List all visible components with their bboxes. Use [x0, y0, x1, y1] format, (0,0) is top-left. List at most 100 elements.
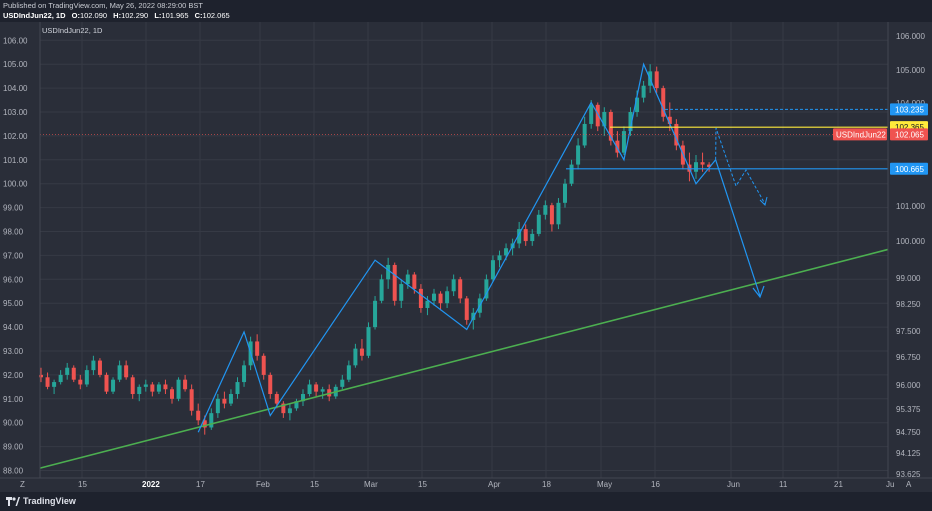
candle-body	[661, 88, 666, 117]
y-left-tick-label: 95.00	[3, 299, 24, 308]
candle-body	[130, 377, 135, 395]
candle-body	[425, 300, 430, 308]
candle-body	[202, 420, 207, 428]
candle-body	[438, 293, 443, 304]
candle-body	[301, 394, 305, 402]
price-tag-label-resistance: 102.365	[895, 123, 924, 132]
candle-body	[359, 348, 364, 356]
candle-body	[150, 384, 155, 392]
candle-body	[517, 229, 522, 244]
candle-body	[497, 255, 502, 261]
y-left-tick-label: 92.00	[3, 371, 24, 380]
y-left-tick-label: 88.00	[3, 467, 24, 476]
candle-body	[209, 413, 214, 428]
x-tick-label: 2022	[142, 480, 160, 489]
y-left-tick-label: 98.00	[3, 228, 24, 237]
candle-body	[530, 233, 535, 242]
high-label: H:	[113, 11, 122, 20]
y-left-tick-label: 99.00	[3, 204, 24, 213]
candle-body	[196, 410, 201, 421]
candle-body	[143, 384, 148, 387]
candle-body	[117, 365, 122, 380]
low-label: L:	[154, 11, 162, 20]
price-tag-support	[890, 162, 928, 175]
candle-body	[667, 116, 672, 124]
candle-body	[307, 384, 312, 395]
x-tick-label: 15	[78, 480, 87, 489]
candle-body	[445, 291, 450, 304]
candle-body	[84, 370, 89, 385]
y-right-tick-label: 99.000	[896, 274, 921, 283]
projection-arrowhead	[752, 285, 765, 299]
candle-body	[595, 104, 600, 127]
y-right-tick-label: 105.000	[896, 66, 925, 75]
candle-body	[615, 140, 620, 153]
candle-body	[71, 367, 76, 380]
candle-body	[228, 394, 233, 404]
candle-body	[523, 229, 528, 242]
y-right-tick-label: 94.750	[896, 428, 921, 437]
candle-body	[353, 348, 358, 366]
y-left-tick-label: 89.00	[3, 443, 24, 452]
candle-body	[504, 248, 509, 256]
legend-title: USDIndJun22, 1D	[42, 26, 103, 35]
candle-body	[412, 274, 417, 289]
candle-body	[536, 214, 541, 234]
price-tag-price	[890, 128, 928, 141]
candle-body	[104, 374, 109, 392]
candle-body	[379, 279, 384, 301]
x-tick-label: Jun	[727, 480, 740, 489]
symbol-interval: USDIndJun22, 1D	[3, 11, 66, 20]
candle-body	[700, 162, 705, 165]
price-tag-label-target: 103.235	[895, 105, 924, 114]
candle-body	[641, 85, 646, 98]
candle-body	[176, 379, 181, 399]
low-value: 101.965	[161, 11, 189, 20]
published-info: Published on TradingView.com, May 26, 20…	[3, 1, 203, 10]
candle-body	[294, 401, 299, 409]
candle-body	[124, 365, 129, 378]
candle-body	[589, 104, 594, 124]
candle-body	[576, 145, 581, 165]
candle-body	[366, 327, 371, 356]
candle-body	[65, 367, 70, 375]
ohlc-readout: USDIndJun22, 1D O:102.090 H:102.290 L:10…	[3, 10, 234, 21]
tradingview-logo-icon	[6, 496, 20, 506]
candle-body	[582, 123, 587, 146]
candle-body	[268, 374, 273, 395]
x-tick-label: Ju	[886, 480, 894, 489]
y-left-tick-label: 97.00	[3, 251, 24, 260]
candle-body	[694, 162, 698, 172]
candle-body	[418, 288, 423, 308]
y-left-tick-label: 90.00	[3, 419, 24, 428]
candle-body	[111, 379, 116, 392]
zigzag-pattern-line	[197, 62, 717, 433]
candle-body	[602, 112, 607, 127]
candle-body	[52, 382, 57, 387]
tradingview-logo[interactable]: TradingView	[6, 496, 76, 506]
candle-body	[261, 355, 266, 375]
candle-body	[392, 264, 397, 301]
y-left-tick-label: 104.00	[3, 84, 28, 93]
x-tick-label: A	[906, 480, 912, 489]
close-value: 102.065	[202, 11, 230, 20]
candle-body	[490, 260, 495, 280]
support-trendline	[39, 248, 889, 469]
candle-body	[215, 398, 220, 414]
y-right-tick-label: 93.625	[896, 470, 921, 479]
open-value: 102.090	[79, 11, 108, 20]
high-value: 102.290	[121, 11, 149, 20]
candle-body	[163, 384, 168, 390]
candle-body	[707, 164, 712, 167]
dashed-projection-line	[715, 127, 766, 205]
candle-body	[543, 205, 548, 215]
candle-body	[464, 298, 469, 320]
candle-body	[287, 408, 292, 414]
candle-body	[189, 389, 194, 411]
y-left-tick-label: 102.00	[3, 132, 28, 141]
y-left-tick-label: 105.00	[3, 60, 28, 69]
y-right-tick-label: 106.000	[896, 32, 925, 41]
close-label: C:	[194, 11, 203, 20]
y-left-tick-label: 91.00	[3, 395, 24, 404]
